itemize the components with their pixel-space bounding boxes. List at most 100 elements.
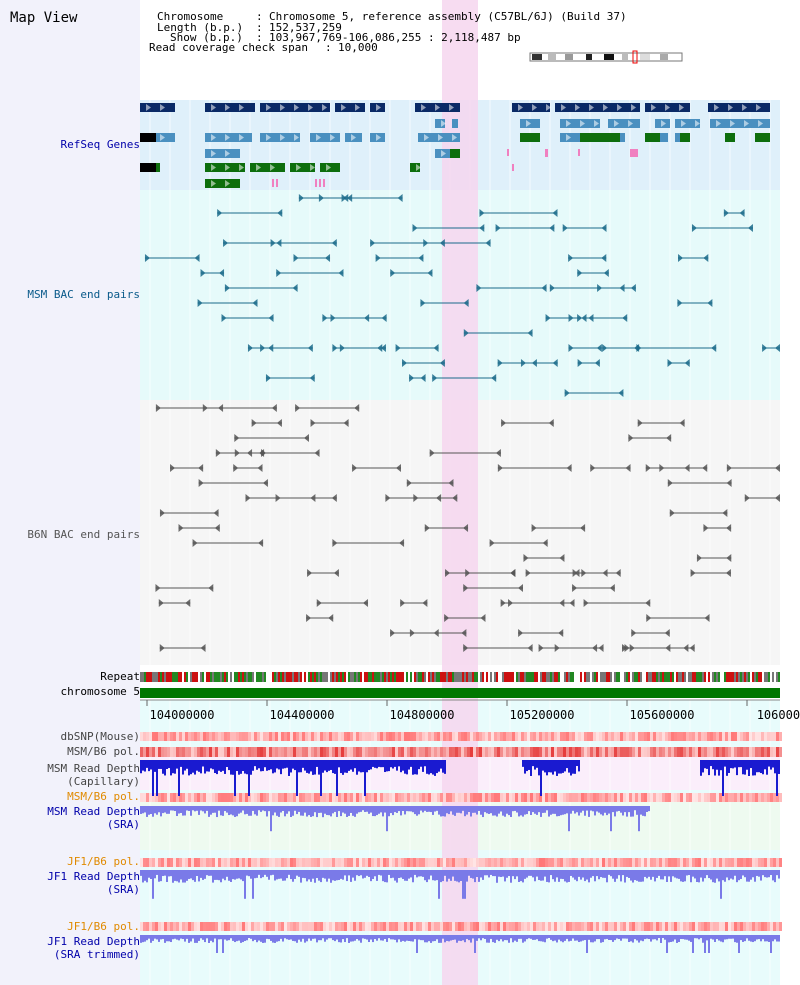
jf1-depth-sra-bar	[704, 870, 706, 879]
msm-depth-capillary-bar	[710, 760, 712, 767]
msm-depth-sra-bar	[504, 806, 506, 817]
jf1-depth-trimmed-bar	[434, 935, 436, 942]
jf1-b6-pol-heat	[698, 858, 701, 867]
repeat-mark	[598, 672, 600, 682]
msm-b6-pol-heat	[164, 747, 167, 757]
jf1-b6-pol-heat	[380, 858, 383, 867]
msm-b6-pol-heat	[539, 747, 542, 757]
gene-strand-arrow	[239, 164, 244, 171]
repeat-mark	[456, 672, 458, 682]
repeat-mark	[324, 672, 326, 682]
jf1-b6-pol-heat	[599, 858, 602, 867]
jf1-depth-trimmed-bar	[606, 935, 608, 939]
b6n-bac-end	[744, 494, 750, 502]
repeat-mark	[164, 672, 166, 682]
msm-b6-pol-2-heat	[665, 793, 668, 802]
jf1-b6-pol-heat	[458, 858, 461, 867]
msm-b6-pol-heat	[287, 747, 290, 757]
jf1-b6-pol-heat	[641, 858, 644, 867]
msm-depth-sra-bar	[492, 806, 494, 816]
jf1-b6-pol-heat	[578, 858, 581, 867]
msm-b6-pol-heat	[485, 747, 488, 757]
b6n-bac-end	[400, 599, 406, 607]
jf1-depth-sra-bar	[772, 870, 774, 881]
msm-bac-end	[433, 344, 439, 352]
msm-b6-pol-2-heat	[284, 793, 287, 802]
msm-b6-pol-heat	[779, 747, 782, 757]
msm-depth-sra-bar	[482, 806, 484, 818]
jf1-depth-sra-bar	[336, 870, 338, 881]
repeat-mark	[542, 672, 544, 682]
gene-strand-arrow	[160, 104, 165, 111]
msm-depth-capillary-bar	[306, 760, 308, 773]
repeat-mark	[732, 672, 734, 682]
dbsnp-heat	[518, 732, 521, 741]
jf1-depth-trimmed-bar	[188, 935, 190, 943]
jf1-depth-trimmed-bar	[166, 935, 168, 942]
jf1-b6-pol-2-heat	[170, 922, 173, 931]
refseq-gene	[250, 163, 285, 172]
msm-depth-capillary-bar	[762, 760, 764, 775]
msm-b6-pol-2-heat	[407, 793, 410, 802]
gene-strand-arrow	[728, 104, 733, 111]
jf1-depth-trimmed-bar	[448, 935, 450, 942]
gene-strand-arrow	[441, 150, 446, 157]
msm-depth-sra-bar	[392, 806, 394, 816]
msm-b6-pol-2-heat	[644, 793, 647, 802]
repeat-mark	[182, 672, 184, 682]
repeat-mark	[520, 672, 522, 682]
jf1-b6-pol-2-heat	[566, 922, 569, 931]
jf1-b6-pol-heat	[362, 858, 365, 867]
jf1-b6-pol-2-heat	[413, 922, 416, 931]
msm-depth-capillary-bar	[708, 760, 710, 776]
msm-b6-pol-2-heat	[548, 793, 551, 802]
msm-b6-pol-2-heat	[377, 793, 380, 802]
jf1-depth-sra-bar	[580, 870, 582, 880]
jf1-depth-sra-bar	[202, 870, 204, 880]
jf1-b6-pol-heat	[338, 858, 341, 867]
msm-depth-capillary-bar	[154, 760, 156, 772]
jf1-depth-sra-bar	[468, 870, 470, 876]
dbsnp-heat	[425, 732, 428, 741]
msm-depth-capillary-bar	[158, 760, 160, 769]
repeat-mark	[248, 672, 250, 682]
msm-depth-sra-bar	[234, 806, 236, 817]
jf1-depth-sra-bar	[694, 870, 696, 879]
msm-depth-capillary-bar	[240, 760, 242, 774]
jf1-b6-pol-heat	[749, 858, 752, 867]
gene-strand-arrow	[714, 104, 719, 111]
jf1-b6-pol-heat	[305, 858, 308, 867]
repeat-mark	[600, 672, 602, 682]
msm-bac-end	[577, 269, 583, 277]
jf1-depth-trimmed-bar	[324, 935, 326, 942]
msm-depth-sra-bar	[502, 806, 504, 816]
dbsnp-heat	[572, 732, 575, 741]
msm-b6-pol-heat	[215, 747, 218, 757]
jf1-b6-pol-2-heat	[464, 922, 467, 931]
repeat-mark	[666, 672, 668, 682]
msm-b6-pol-heat	[374, 747, 377, 757]
refseq-gene	[435, 149, 460, 158]
refseq-gene	[205, 149, 240, 158]
msm-b6-pol-heat	[185, 747, 188, 757]
jf1-depth-sra-bar	[310, 870, 312, 882]
msm-depth-capillary-bar	[444, 760, 446, 774]
jf1-depth-trimmed-bar	[724, 935, 726, 940]
jf1-depth-sra-bar	[662, 870, 664, 880]
msm-b6-pol-2-heat	[767, 793, 770, 802]
b6n-bac-end	[310, 419, 316, 427]
msm-bac-end	[293, 254, 299, 262]
jf1-depth-trimmed-bar	[530, 935, 532, 939]
jf1-depth-trimmed-bar	[342, 935, 344, 940]
gene-strand-arrow	[631, 104, 636, 111]
jf1-b6-pol-2-heat	[512, 922, 515, 931]
msm-depth-sra-bar	[180, 806, 182, 813]
dbsnp-heat	[545, 732, 548, 741]
msm-depth-sra-bar	[386, 806, 388, 832]
dbsnp-heat	[692, 732, 695, 741]
jf1-b6-pol-heat	[725, 858, 728, 867]
jf1-b6-pol-2-heat	[272, 922, 275, 931]
dbsnp-heat	[236, 732, 239, 741]
repeat-mark	[628, 672, 630, 682]
